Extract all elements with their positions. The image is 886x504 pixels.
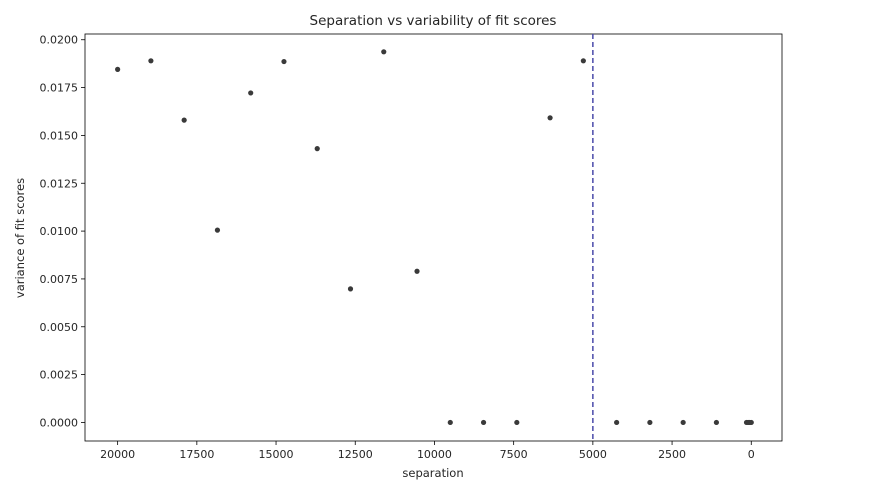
data-point [680, 419, 686, 426]
x-tick-label: 17500 [179, 448, 214, 461]
y-tick-label: 0.0175 [40, 82, 79, 95]
data-point [647, 419, 653, 426]
x-tick-label: 12500 [338, 448, 373, 461]
y-tick-label: 0.0125 [40, 177, 79, 190]
data-point [381, 49, 387, 55]
data-point [447, 419, 453, 426]
x-axis-ticks: 20000 17500 15000 12500 10000 7500 5000 2500 0 [100, 441, 755, 461]
plot-area [84, 33, 783, 442]
y-tick-label: 0.0050 [40, 321, 79, 334]
data-point [580, 58, 586, 64]
y-axis-label: variance of fit scores [13, 178, 27, 298]
plot-frame [84, 33, 783, 442]
chart-title: Separation vs variability of fit scores [310, 13, 557, 29]
data-point [480, 419, 487, 426]
x-tick-label: 7500 [500, 448, 528, 461]
y-tick-label: 0.0200 [40, 34, 79, 47]
x-tick-label: 5000 [579, 448, 607, 461]
data-point [181, 117, 187, 123]
y-tick-label: 0.0150 [40, 129, 79, 142]
data-point [748, 419, 754, 426]
points-layer [115, 49, 754, 426]
y-axis-ticks: 0.0000 0.0025 0.0050 0.0075 0.0100 0.0125 0.01… [40, 34, 85, 429]
data-point [248, 90, 254, 96]
y-tick-label: 0.0025 [40, 369, 79, 382]
data-point [148, 58, 154, 64]
x-tick-label: 2500 [658, 448, 686, 461]
x-tick-label: 10000 [417, 448, 452, 461]
data-point [614, 419, 620, 426]
data-point [115, 66, 121, 72]
data-point [314, 146, 320, 152]
data-point [347, 286, 354, 292]
y-tick-label: 0.0075 [40, 273, 79, 286]
data-point [514, 419, 520, 426]
data-point [713, 419, 720, 426]
x-axis-label: separation [402, 466, 463, 480]
x-tick-label: 0 [748, 448, 755, 461]
x-tick-label: 15000 [259, 448, 294, 461]
x-tick-label: 20000 [100, 448, 135, 461]
y-tick-label: 0.0100 [40, 225, 79, 238]
data-point [547, 115, 553, 121]
y-tick-label: 0.0000 [40, 416, 79, 429]
data-point [414, 268, 420, 274]
data-point [281, 58, 287, 65]
data-point [214, 227, 221, 233]
